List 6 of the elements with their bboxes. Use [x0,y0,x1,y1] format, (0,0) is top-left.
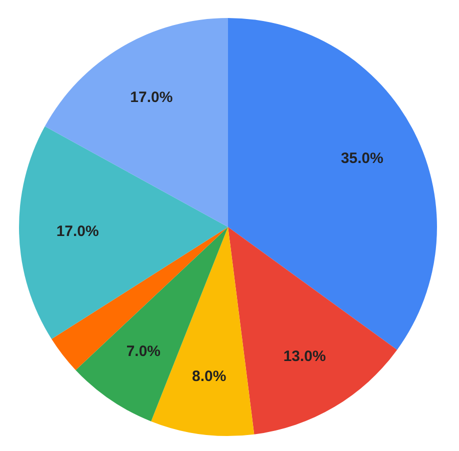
data-label: 35.0% [340,150,384,168]
data-label: 13.0% [283,348,326,366]
data-label: 8.0% [192,368,226,385]
data-label: 17.0% [56,223,99,240]
data-label: 7.0% [126,342,161,360]
data-label: 17.0% [130,88,173,106]
